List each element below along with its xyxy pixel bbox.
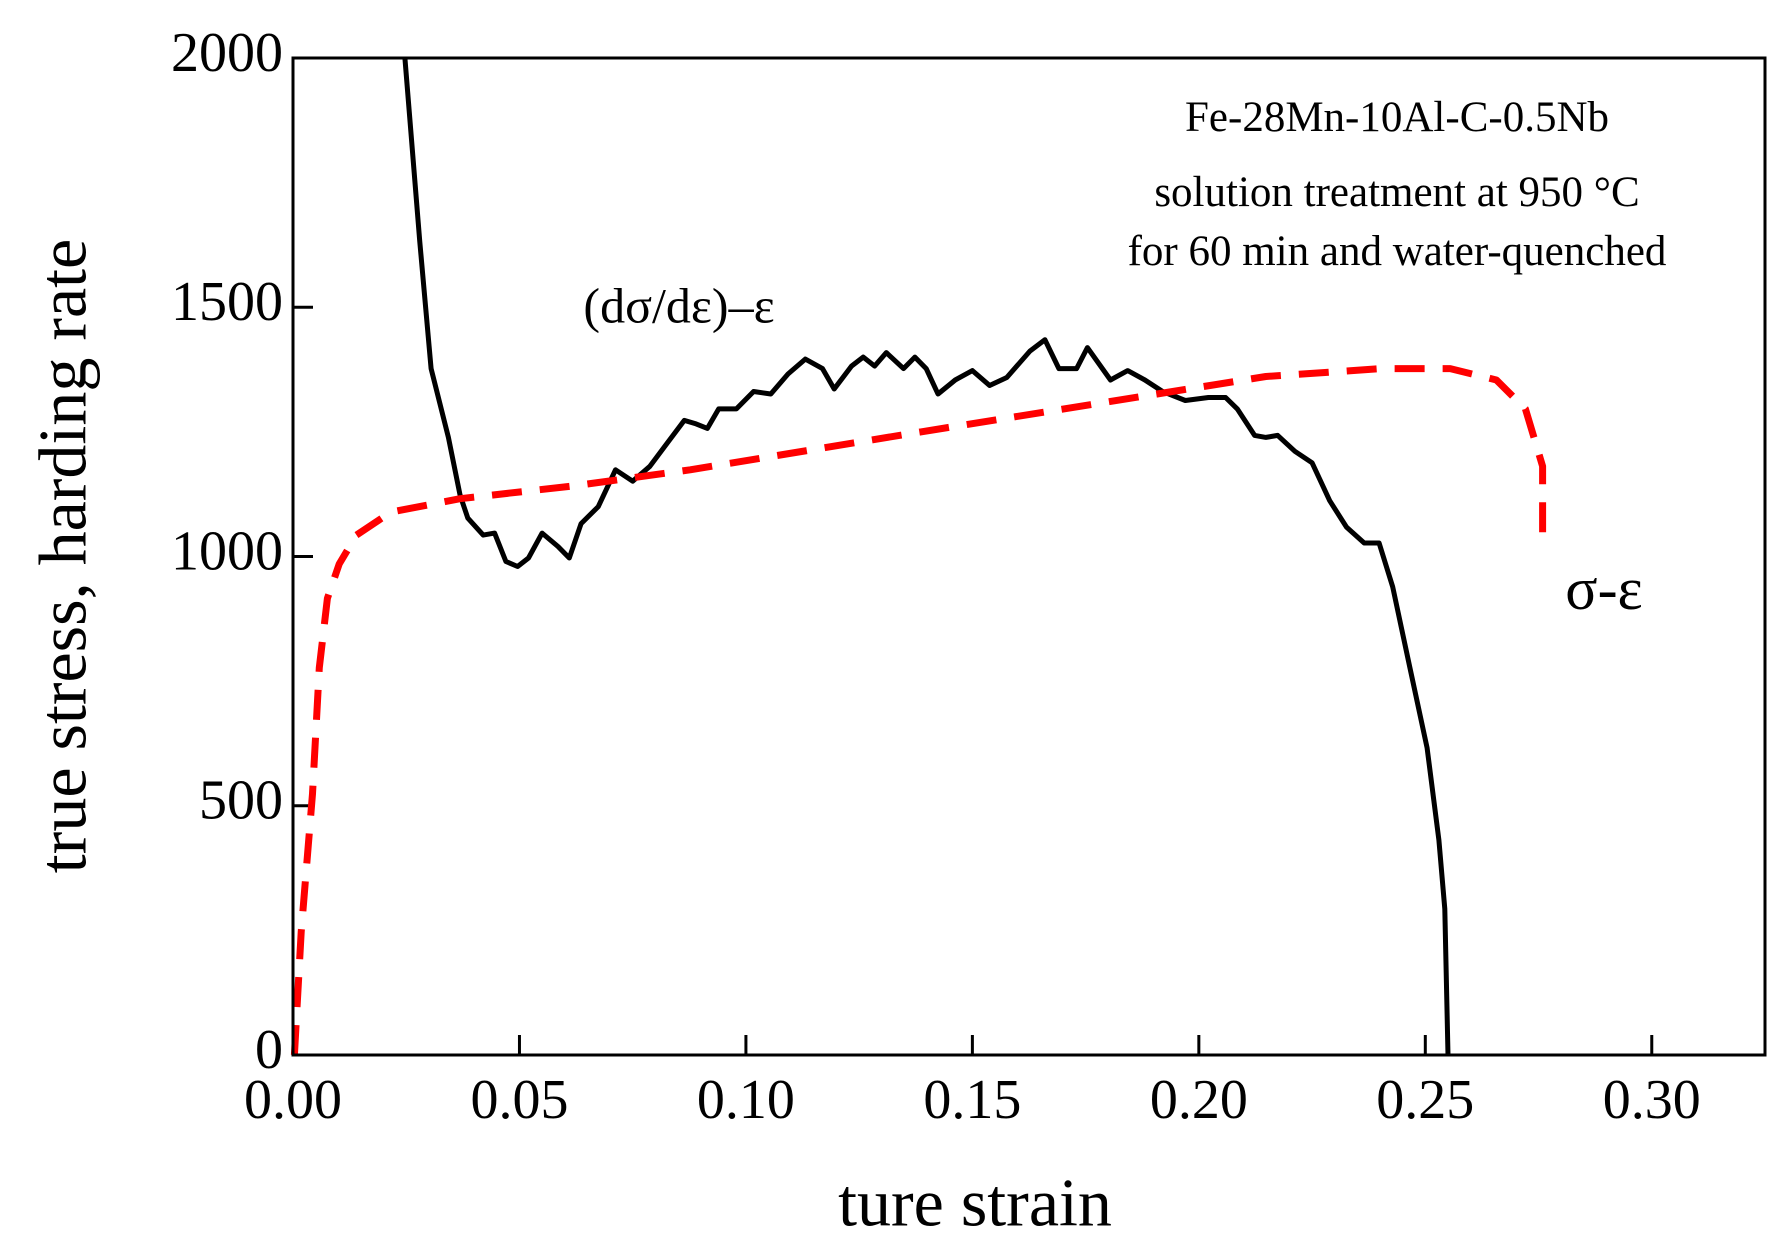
annotation: (dσ/dε)–ε: [583, 277, 774, 333]
y-tick-label: 1000: [171, 520, 283, 582]
x-tick-label: 0.15: [923, 1069, 1021, 1131]
x-tick-label: 0.00: [244, 1069, 342, 1131]
x-tick-label: 0.30: [1603, 1069, 1701, 1131]
y-tick-label: 2000: [171, 22, 283, 84]
x-tick-label: 0.10: [697, 1069, 795, 1131]
annotation: σ-ε: [1565, 556, 1643, 622]
y-tick-label: 500: [199, 770, 283, 832]
x-tick-label: 0.25: [1376, 1069, 1474, 1131]
annotation: solution treatment at 950 °C: [1154, 169, 1639, 216]
plot-frame: [291, 56, 1767, 1057]
y-tick-label: 1500: [171, 271, 283, 333]
x-tick-label: 0.20: [1150, 1069, 1248, 1131]
data-line: [402, 57, 1451, 1056]
x-axis-label: ture strain: [838, 1165, 1112, 1241]
annotation: Fe-28Mn-10Al-C-0.5Nb: [1185, 94, 1609, 141]
annotation: for 60 min and water-quenched: [1128, 228, 1667, 275]
y-tick-label: 0: [255, 1019, 283, 1081]
y-axis-label: true stress, harding rate: [25, 239, 101, 873]
x-tick-label: 0.05: [470, 1069, 568, 1131]
data-line: [290, 365, 1547, 1056]
